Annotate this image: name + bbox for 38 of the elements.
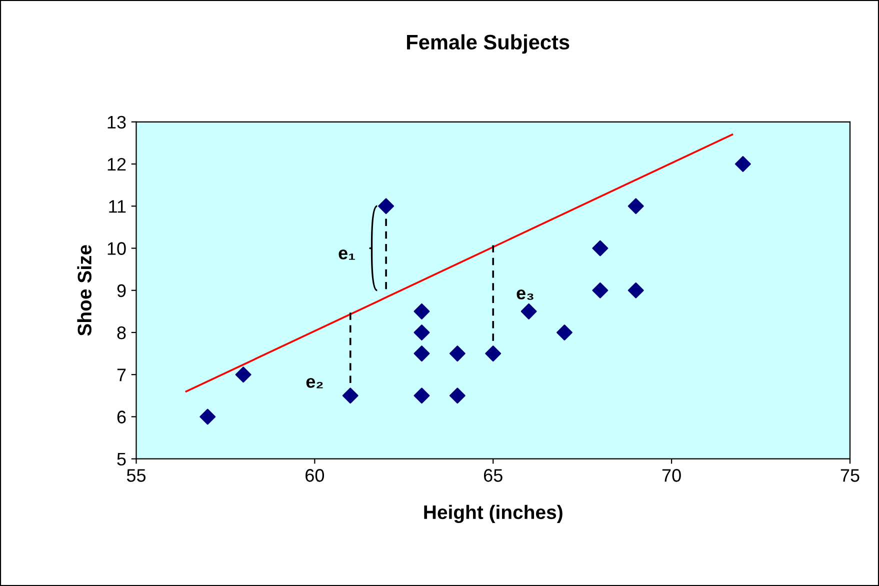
y-tick-label: 13	[108, 116, 126, 129]
annotation: e₁	[338, 250, 355, 260]
point	[592, 240, 608, 256]
point	[414, 388, 430, 404]
point	[200, 408, 216, 425]
point	[378, 198, 394, 214]
x-tick-label: 70	[662, 469, 681, 482]
y-axis-title: Shoe Size	[77, 245, 92, 336]
y-tick-label: 10	[108, 242, 126, 255]
x-tick-label: 65	[484, 469, 502, 482]
y-tick-label: 8	[117, 326, 126, 340]
point	[485, 346, 502, 362]
point	[734, 156, 751, 172]
point	[449, 388, 466, 404]
point	[235, 366, 252, 383]
y-tick-label: 9	[117, 284, 126, 298]
annotation: e₃	[516, 290, 534, 300]
y-tick-label: 12	[108, 158, 126, 171]
point	[414, 303, 430, 320]
y-tick-label: 5	[117, 452, 126, 466]
point	[592, 282, 608, 298]
y-tick-label: 11	[109, 200, 126, 213]
point	[520, 303, 537, 320]
x-tick-label: 55	[126, 469, 146, 482]
annotation: e₂	[306, 378, 323, 388]
point	[449, 346, 466, 362]
x-tick-label: 60	[306, 469, 324, 482]
y-tick-label: 7	[117, 368, 126, 382]
point	[628, 198, 644, 214]
point	[628, 282, 644, 298]
point	[414, 346, 430, 362]
chart-title: Female Subjects	[407, 34, 570, 54]
point	[414, 324, 430, 340]
point	[342, 388, 358, 404]
x-tick-label: 75	[840, 469, 860, 482]
x-axis-title: Height (inches)	[424, 504, 562, 524]
y-tick-label: 6	[117, 410, 126, 424]
point	[556, 324, 572, 340]
